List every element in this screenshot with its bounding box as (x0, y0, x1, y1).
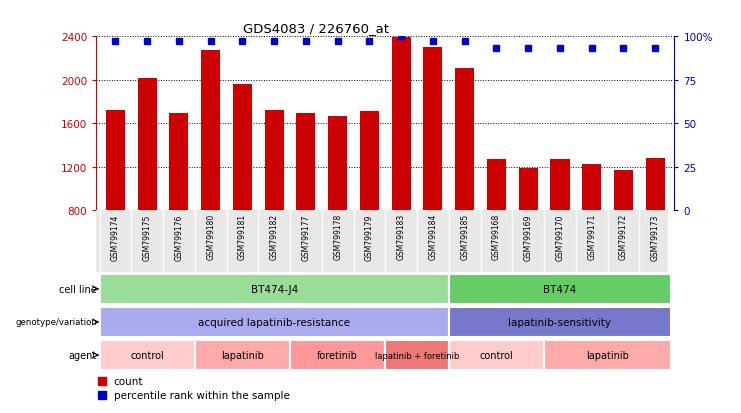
Text: cell line: cell line (59, 284, 97, 294)
Text: count: count (113, 376, 143, 386)
Text: GSM799178: GSM799178 (333, 214, 342, 260)
Bar (519, 169, 538, 211)
Text: acquired lapatinib-resistance: acquired lapatinib-resistance (198, 317, 350, 327)
Text: BT474-J4: BT474-J4 (250, 284, 298, 294)
FancyBboxPatch shape (99, 307, 449, 337)
FancyBboxPatch shape (449, 274, 671, 304)
Bar (328, 116, 348, 211)
Text: control: control (130, 350, 164, 360)
FancyBboxPatch shape (96, 211, 668, 273)
Bar (423, 48, 442, 211)
FancyBboxPatch shape (99, 340, 195, 370)
Text: GSM799181: GSM799181 (238, 214, 247, 260)
Text: GSM799175: GSM799175 (142, 214, 152, 260)
Text: agent: agent (69, 350, 97, 360)
Text: GSM799173: GSM799173 (651, 214, 659, 260)
Bar (614, 171, 633, 211)
Bar (106, 111, 125, 211)
Text: lapatinib: lapatinib (221, 350, 264, 360)
FancyBboxPatch shape (544, 340, 671, 370)
Text: GSM799176: GSM799176 (174, 214, 184, 260)
Bar (455, 69, 474, 211)
FancyBboxPatch shape (385, 340, 449, 370)
Bar (551, 160, 570, 211)
FancyBboxPatch shape (449, 340, 544, 370)
Bar (170, 114, 188, 211)
Bar (392, 38, 411, 211)
Text: GSM799185: GSM799185 (460, 214, 469, 260)
FancyBboxPatch shape (449, 307, 671, 337)
Text: percentile rank within the sample: percentile rank within the sample (113, 391, 290, 401)
FancyBboxPatch shape (195, 340, 290, 370)
Text: GSM799172: GSM799172 (619, 214, 628, 260)
Text: genotype/variation: genotype/variation (15, 318, 97, 327)
Bar (138, 78, 156, 211)
Text: GSM799184: GSM799184 (428, 214, 437, 260)
Text: GSM799171: GSM799171 (587, 214, 597, 260)
Text: GSM799170: GSM799170 (556, 214, 565, 260)
Bar (582, 165, 601, 211)
Title: GDS4083 / 226760_at: GDS4083 / 226760_at (243, 21, 389, 35)
FancyBboxPatch shape (290, 340, 385, 370)
FancyBboxPatch shape (99, 274, 449, 304)
Text: foretinib: foretinib (317, 350, 358, 360)
Text: GSM799169: GSM799169 (524, 214, 533, 260)
Text: control: control (479, 350, 514, 360)
Bar (645, 159, 665, 211)
Text: lapatinib + foretinib: lapatinib + foretinib (375, 351, 459, 360)
Bar (201, 51, 220, 211)
Text: BT474: BT474 (543, 284, 576, 294)
Text: lapatinib: lapatinib (586, 350, 629, 360)
Bar (296, 114, 316, 211)
Bar (233, 85, 252, 211)
Bar (487, 160, 506, 211)
Text: lapatinib-sensitivity: lapatinib-sensitivity (508, 317, 611, 327)
Text: GSM799183: GSM799183 (396, 214, 406, 260)
Text: GSM799168: GSM799168 (492, 214, 501, 260)
Bar (360, 112, 379, 211)
Bar (265, 111, 284, 211)
Text: GSM799182: GSM799182 (270, 214, 279, 260)
Text: GSM799179: GSM799179 (365, 214, 374, 260)
Text: GSM799174: GSM799174 (111, 214, 120, 260)
Text: GSM799180: GSM799180 (206, 214, 215, 260)
Text: GSM799177: GSM799177 (302, 214, 310, 260)
